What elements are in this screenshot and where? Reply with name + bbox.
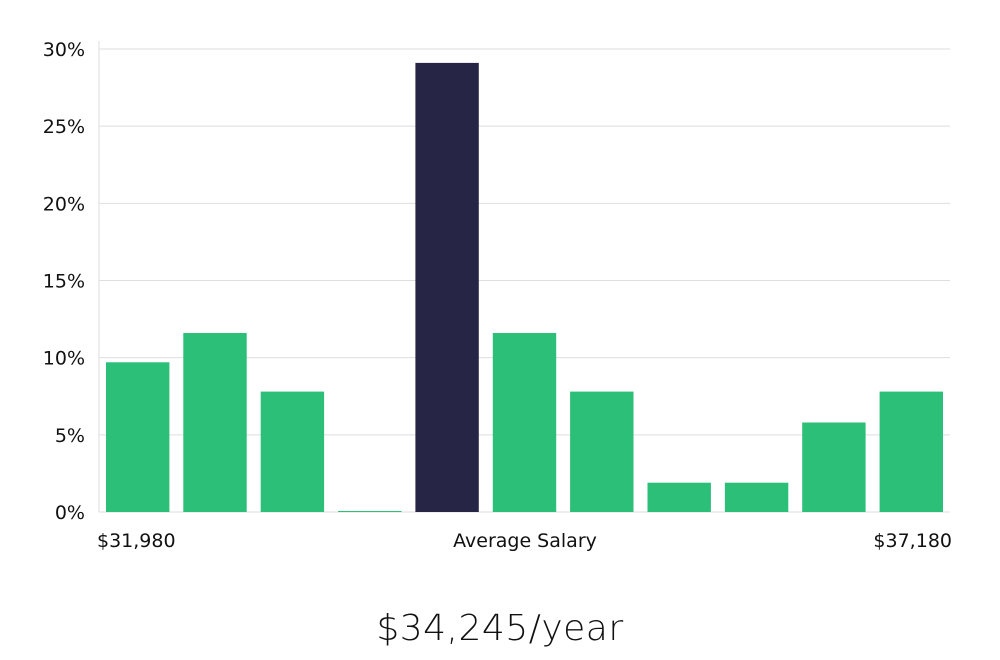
average-salary-value: $34,245/year	[376, 608, 624, 649]
bar	[724, 482, 789, 512]
y-tick-label: 25%	[43, 116, 85, 138]
y-axis: 0% 5% 10% 15% 20% 25% 30%	[43, 39, 85, 524]
y-tick-label: 15%	[43, 271, 85, 293]
bars	[106, 62, 943, 513]
bar	[183, 333, 247, 512]
y-tick-label: 0%	[55, 502, 85, 524]
x-label-average-salary: Average Salary	[453, 530, 597, 552]
bar	[492, 333, 557, 512]
bar-average-salary	[415, 62, 479, 513]
y-tick-label: 5%	[55, 425, 85, 447]
y-tick-label: 30%	[43, 39, 85, 61]
bar	[879, 391, 943, 512]
bar	[106, 362, 170, 512]
bar	[570, 391, 634, 512]
bar	[260, 391, 325, 512]
x-label-min-salary: $31,980	[97, 530, 176, 552]
y-tick-label: 20%	[43, 193, 85, 215]
bar	[647, 482, 711, 512]
x-axis: $31,980 Average Salary $37,180	[97, 530, 952, 552]
y-tick-label: 10%	[43, 348, 85, 370]
x-label-max-salary: $37,180	[873, 530, 952, 552]
salary-distribution-chart: 0% 5% 10% 15% 20% 25% 30% $31,980 Average Sala…	[43, 39, 952, 552]
bar	[338, 511, 402, 512]
bar	[802, 422, 866, 512]
